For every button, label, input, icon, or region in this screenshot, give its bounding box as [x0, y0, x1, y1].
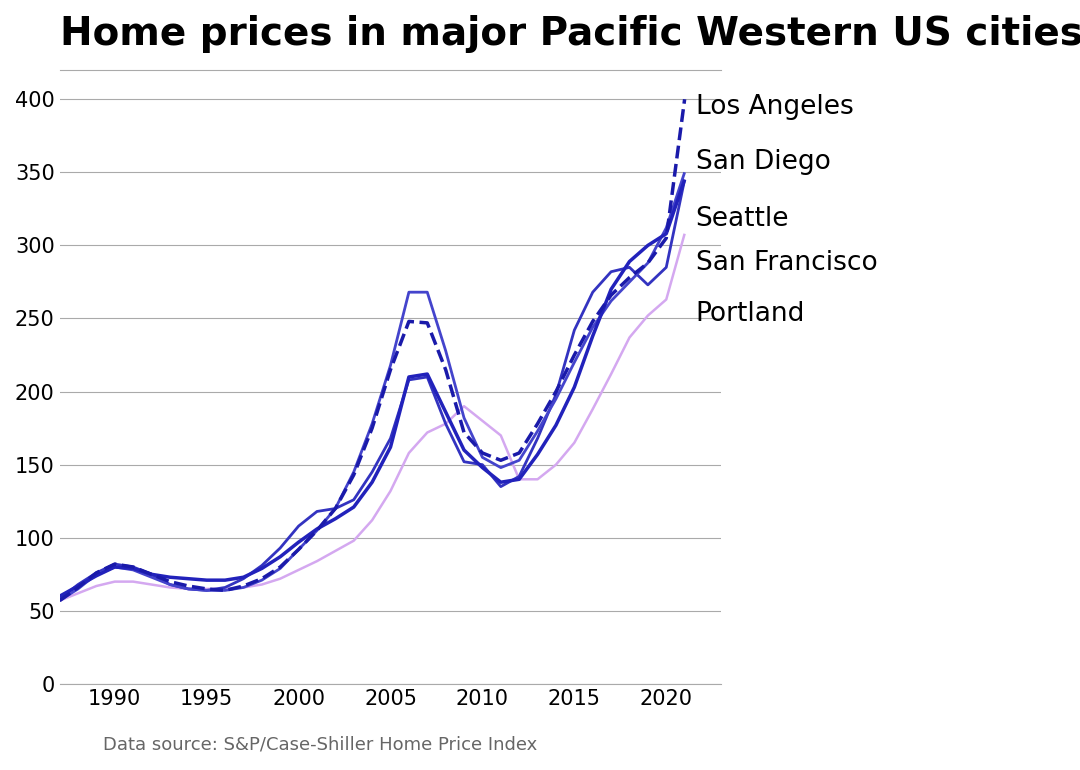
- Text: Portland: Portland: [696, 301, 805, 327]
- Text: Seattle: Seattle: [696, 206, 789, 232]
- Text: San Diego: San Diego: [696, 149, 831, 175]
- Text: Los Angeles: Los Angeles: [696, 93, 853, 119]
- Text: Data source: S&P/Case-Shiller Home Price Index: Data source: S&P/Case-Shiller Home Price…: [103, 735, 537, 753]
- Text: San Francisco: San Francisco: [696, 250, 877, 276]
- Text: Home prices in major Pacific Western US cities: Home prices in major Pacific Western US …: [59, 15, 1080, 53]
